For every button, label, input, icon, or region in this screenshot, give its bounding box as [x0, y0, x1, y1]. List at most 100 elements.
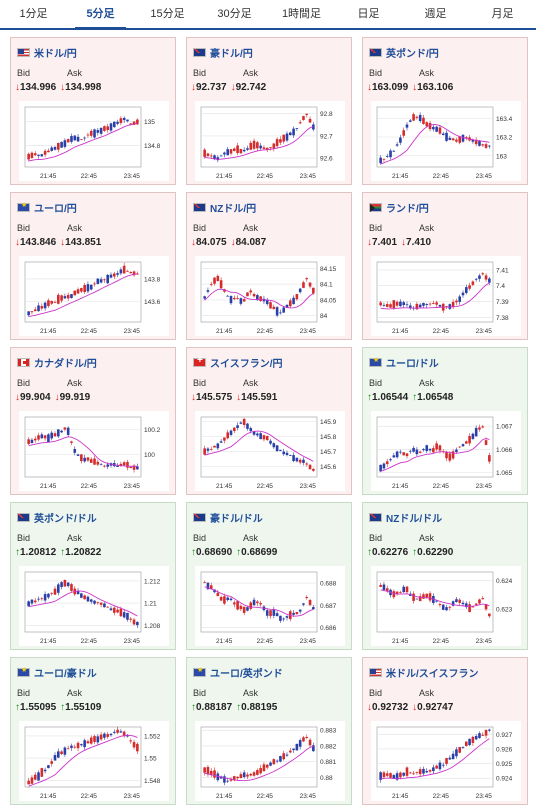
candle-body [136, 273, 139, 275]
candle-body [129, 466, 133, 469]
pair-name[interactable]: 豪ドル/ドル [210, 513, 263, 525]
candle-body [50, 761, 54, 764]
pair-name[interactable]: ユーロ/豪ドル [34, 668, 97, 680]
candle-body [106, 126, 110, 131]
candle-body [468, 435, 471, 444]
pair-name[interactable]: 豪ドル/円 [210, 48, 253, 60]
pair-name[interactable]: スイスフラン/円 [210, 358, 283, 370]
candle-body [63, 747, 67, 755]
moving-average-line [380, 438, 490, 472]
mini-candle-chart[interactable]: 7.41 7.4 7.39 7.38 21:45 22:45 23:45 [371, 256, 521, 336]
pair-name[interactable]: 米ドル/スイスフラン [386, 668, 479, 680]
rate-card[interactable]: ユーロ/豪ドルBidAsk↑1.55095↑1.551091.5521.551.… [10, 657, 176, 805]
tab-1[interactable]: 5分足 [67, 0, 134, 30]
rate-card[interactable]: NZドル/ドル Bid Ask ↑0.62276 ↑0.62290 0.624 0.623 2… [362, 502, 528, 650]
candle-body [56, 143, 60, 150]
bid-label: Bid [17, 68, 31, 78]
tab-3[interactable]: 30分足 [217, 8, 252, 20]
candle-body [275, 445, 279, 451]
y-tick-label: 84.05 [320, 297, 337, 304]
candle-body [203, 767, 206, 773]
rate-card[interactable]: 英ポンド/円 Bid Ask ↓163.099 ↓163.106 163.4 163.2 16… [362, 37, 528, 185]
candle-body [428, 122, 432, 130]
y-tick-label: 1.067 [496, 424, 513, 431]
candle-body [63, 427, 67, 430]
tab-5[interactable]: 日足 [357, 8, 380, 20]
rate-card[interactable]: ランド/円 Bid Ask ↓7.401 ↓7.410 7.41 7.4 7.39 7.38 21… [362, 192, 528, 340]
pair-name[interactable]: NZドル/ドル [386, 513, 443, 525]
tab-0[interactable]: 1分足 [19, 8, 48, 20]
mini-candle-chart[interactable]: 0.624 0.623 21:45 22:45 23:45 [371, 566, 521, 646]
candle-body [425, 445, 429, 452]
tab-4[interactable]: 1時間足 [281, 8, 322, 20]
candle-body [279, 312, 282, 314]
mini-candle-chart[interactable]: 163.4 163.2 163 21:45 22:45 23:45 [371, 101, 521, 181]
pair-name[interactable]: ユーロ/英ポンド [210, 668, 283, 680]
pair-name[interactable]: ランド/円 [386, 203, 429, 215]
pair-name[interactable]: カナダドル/円 [34, 358, 97, 370]
mini-candle-chart[interactable]: 143.8 143.6 21:45 22:45 23:45 [19, 256, 169, 336]
mini-candle-chart[interactable]: 100.2 100 21:45 22:45 23:45 [19, 411, 169, 491]
rate-card[interactable]: 英ポンド/ドル Bid Ask ↑1.20812 ↑1.20822 1.212 1.21 1.… [10, 502, 176, 650]
candle-body [285, 133, 289, 141]
pair-name[interactable]: 英ポンド/円 [386, 48, 439, 60]
mini-candle-chart[interactable]: 135 134.8 21:45 22:45 23:45 [19, 101, 169, 181]
candle-body [428, 593, 432, 601]
mini-candle-chart[interactable]: 0.883 0.882 0.881 0.88 21:45 22:45 23:45 [195, 721, 345, 801]
rate-card[interactable]: カナダドル/円 Bid Ask ↓99.904 ↓99.919 100.2 100 21:45… [10, 347, 176, 495]
ask-label: Ask [243, 378, 259, 388]
rate-card[interactable]: 米ドル/円 Bid Ask ↓134.996 ↓134.998 135 134.8 21:45… [10, 37, 176, 185]
pair-name[interactable]: 米ドル/円 [34, 48, 77, 60]
candle-body [256, 601, 259, 604]
candle-body [418, 451, 422, 453]
ask-label: Ask [243, 688, 259, 698]
mini-candle-chart[interactable]: 0.927 0.926 0.925 0.924 21:45 22:45 23:45 [371, 721, 521, 801]
tab-7[interactable]: 月足 [491, 8, 514, 20]
mini-candle-chart[interactable]: 1.067 1.066 1.065 21:45 22:45 23:45 [371, 411, 521, 491]
tab-6[interactable]: 週足 [424, 8, 447, 20]
candle-body [56, 751, 60, 758]
candle-body [103, 279, 106, 281]
rate-card[interactable]: NZドル/円 Bid Ask ↓84.075 ↓84.087 84.15 84.1 84.05… [186, 192, 352, 340]
y-tick-label: 84.1 [320, 282, 333, 289]
candle-body [461, 134, 465, 142]
candle-body [448, 757, 452, 760]
candle-body [292, 455, 295, 462]
candle-body [298, 122, 302, 124]
candle-body [471, 139, 475, 142]
candle-body [246, 607, 249, 611]
pair-name[interactable]: ユーロ/円 [34, 203, 77, 215]
candle-body [252, 293, 256, 297]
candle-body [402, 772, 406, 776]
rate-card[interactable]: ユーロ/ドルBidAsk↑1.06544↑1.065481.0671.0661.… [362, 347, 528, 495]
card-header: 英ポンド/円 [369, 45, 523, 60]
bid-ask-values: ↓92.737 ↓92.742 [191, 82, 266, 93]
candle-body [126, 612, 129, 620]
candle-body [265, 610, 269, 616]
candle-body [389, 773, 392, 778]
mini-candle-chart[interactable]: 84.15 84.1 84.05 84 21:45 22:45 23:45 [195, 256, 345, 336]
mini-candle-chart[interactable]: 0.688 0.687 0.686 21:45 22:45 23:45 [195, 566, 345, 646]
flag-eu-icon [17, 201, 30, 212]
pair-name[interactable]: 英ポンド/ドル [34, 513, 97, 525]
rate-card[interactable]: 豪ドル/円 Bid Ask ↓92.737 ↓92.742 92.8 92.7 92.6 21:… [186, 37, 352, 185]
mini-candle-chart[interactable]: 92.8 92.7 92.6 21:45 22:45 23:45 [195, 101, 345, 181]
tab-2[interactable]: 15分足 [150, 8, 185, 20]
rate-card[interactable]: 米ドル/スイスフラン Bid Ask ↓0.92732 ↓0.92747 0.927 0.9… [362, 657, 528, 805]
y-tick-label: 135 [144, 119, 155, 126]
rate-card[interactable]: 豪ドル/ドル Bid Ask ↑0.68690 ↑0.68699 0.688 0.687 0.… [186, 502, 352, 650]
mini-candle-chart[interactable]: 1.212 1.21 1.208 21:45 22:45 23:45 [19, 566, 169, 646]
mini-candle-chart[interactable]: 1.552 1.55 1.548 21:45 22:45 23:45 [19, 721, 169, 801]
rate-card[interactable]: ユーロ/英ポンドBidAsk↑0.88187↑0.881950.8830.882… [186, 657, 352, 805]
mini-candle-chart[interactable]: 145.9 145.8 145.7 145.6 21:45 22:45 23:45 [195, 411, 345, 491]
pair-name[interactable]: ユーロ/ドル [386, 358, 439, 370]
chart-frame [24, 726, 142, 788]
x-tick-label: 21:45 [216, 793, 233, 800]
pair-name[interactable]: NZドル/円 [210, 203, 257, 215]
arrow-up-icon: ↑ [412, 392, 418, 403]
candle-body [438, 127, 442, 134]
chart-frame [200, 571, 318, 633]
candle-body [80, 454, 83, 462]
